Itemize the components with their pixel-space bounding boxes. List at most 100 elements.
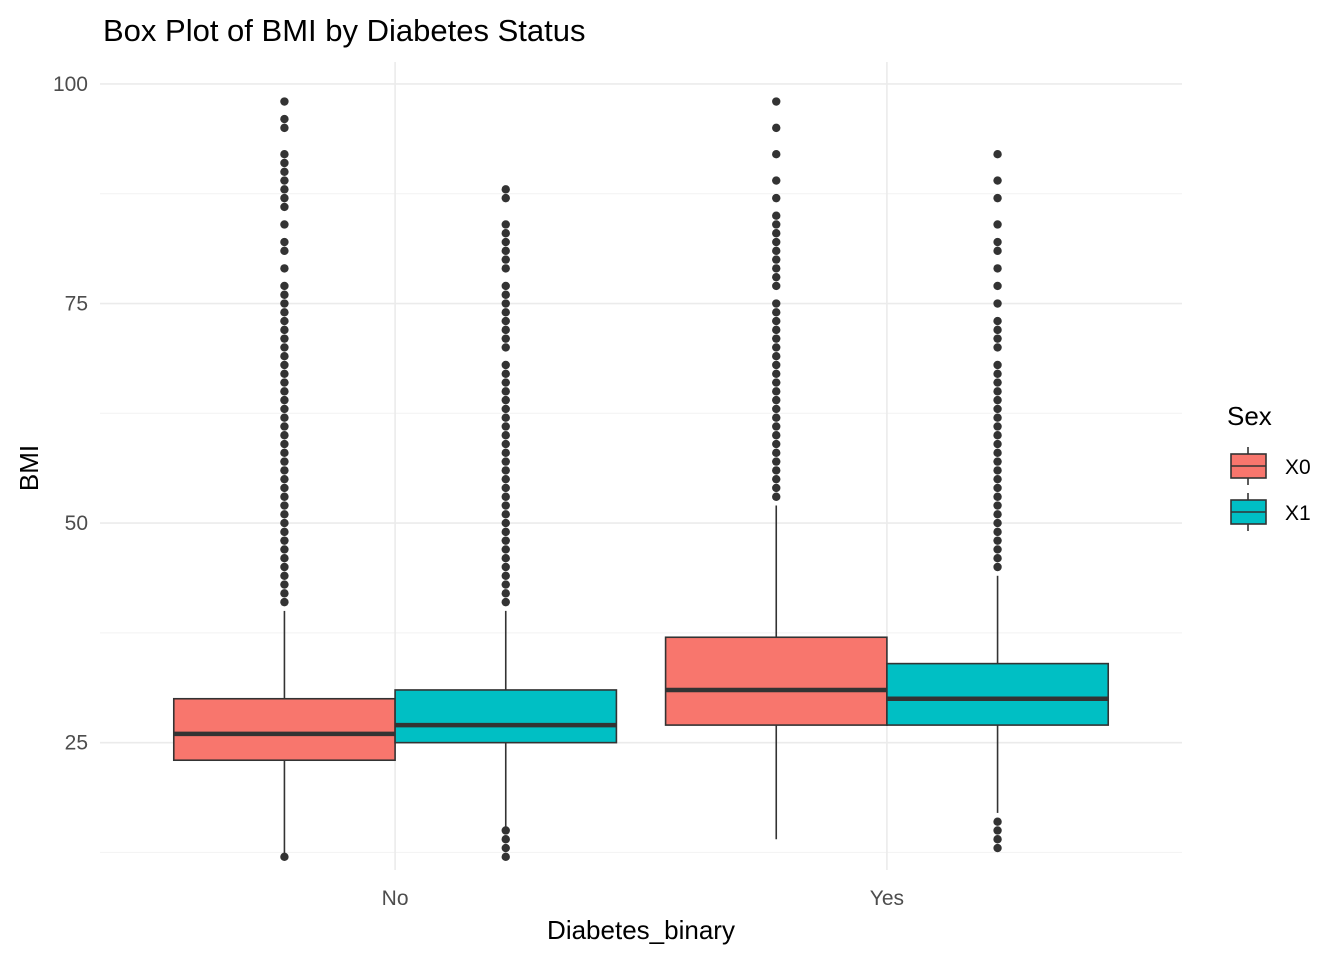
outlier-point: [280, 527, 289, 537]
outlier-point: [772, 352, 781, 361]
outlier-point: [280, 387, 289, 396]
outlier-point: [501, 404, 510, 414]
outlier-point: [772, 97, 781, 106]
outlier-point: [993, 193, 1002, 203]
outlier-point: [280, 299, 289, 308]
outlier-point: [501, 316, 510, 326]
outlier-point: [280, 114, 289, 124]
outlier-point: [280, 352, 289, 361]
outlier-point: [772, 343, 781, 352]
outlier-point: [993, 457, 1002, 466]
outlier-point: [772, 474, 781, 484]
legend-label: X0: [1285, 456, 1311, 479]
outlier-point: [772, 246, 781, 256]
outlier-point: [993, 369, 1002, 378]
outlier-point: [501, 501, 510, 510]
outlier-point: [993, 562, 1002, 572]
outlier-point: [501, 360, 510, 370]
outlier-point: [993, 237, 1002, 247]
outlier-point: [772, 431, 781, 440]
outlier-point: [280, 150, 289, 159]
outlier-point: [772, 281, 781, 291]
outlier-point: [280, 264, 289, 273]
outlier-point: [993, 518, 1002, 528]
outlier-point: [993, 378, 1002, 387]
outlier-point: [501, 193, 510, 203]
outlier-point: [501, 826, 510, 835]
outlier-point: [772, 272, 781, 282]
outlier-point: [772, 229, 781, 238]
outlier-point: [501, 343, 510, 352]
outlier-point: [501, 536, 510, 545]
outlier-point: [993, 501, 1002, 510]
legend-item-X1: X1: [1230, 493, 1311, 531]
outlier-point: [280, 474, 289, 484]
outlier-point: [501, 246, 510, 256]
outlier-point: [993, 536, 1002, 545]
outlier-point: [501, 431, 510, 440]
outlier-point: [280, 501, 289, 510]
outlier-point: [501, 334, 510, 343]
outlier-point: [993, 220, 1002, 229]
outlier-point: [280, 176, 289, 185]
outlier-point: [280, 545, 289, 554]
outlier-point: [993, 483, 1002, 493]
chart-title: Box Plot of BMI by Diabetes Status: [103, 13, 585, 48]
outlier-point: [501, 325, 510, 335]
box-iqr: [172, 697, 396, 762]
outlier-point: [501, 518, 510, 528]
outlier-point: [993, 150, 1002, 159]
outlier-point: [280, 554, 289, 563]
outlier-point: [501, 597, 510, 607]
outlier-point: [501, 237, 510, 247]
outlier-point: [501, 395, 510, 405]
outlier-point: [772, 492, 781, 501]
outlier-point: [280, 97, 289, 106]
outlier-point: [280, 422, 289, 431]
box-X0-Yes: [664, 97, 888, 840]
outlier-point: [772, 264, 781, 273]
outlier-point: [280, 378, 289, 387]
y-tick-label: 100: [53, 73, 88, 96]
box-X1-Yes: [886, 150, 1110, 853]
outlier-point: [993, 527, 1002, 537]
outlier-point: [280, 193, 289, 203]
data-layer: [172, 97, 1110, 862]
outlier-point: [772, 457, 781, 466]
outlier-point: [501, 545, 510, 554]
outlier-point: [501, 281, 510, 291]
outlier-point: [280, 308, 289, 317]
outlier-point: [772, 325, 781, 335]
outlier-point: [772, 211, 781, 220]
outlier-point: [993, 474, 1002, 484]
outlier-point: [280, 334, 289, 343]
outlier-point: [993, 395, 1002, 405]
outlier-point: [501, 299, 510, 308]
outlier-point: [280, 413, 289, 422]
outlier-point: [501, 229, 510, 238]
outlier-point: [280, 395, 289, 405]
outlier-point: [993, 176, 1002, 185]
outlier-point: [501, 466, 510, 475]
outlier-point: [501, 264, 510, 273]
outlier-point: [772, 299, 781, 308]
outlier-point: [280, 852, 289, 862]
outlier-point: [772, 220, 781, 229]
outlier-point: [993, 466, 1002, 475]
outlier-point: [280, 483, 289, 493]
outlier-point: [501, 852, 510, 862]
outlier-point: [501, 439, 510, 449]
outlier-point: [993, 545, 1002, 554]
outlier-point: [280, 562, 289, 572]
outlier-point: [501, 492, 510, 501]
outlier-point: [501, 387, 510, 396]
box-X0-No: [172, 97, 396, 862]
outlier-point: [501, 527, 510, 537]
outlier-point: [772, 150, 781, 159]
axis-layer: 25 50 75 100 No Yes: [53, 73, 904, 910]
legend: Sex X0 X1: [1227, 401, 1311, 531]
outlier-point: [772, 413, 781, 422]
outlier-point: [993, 448, 1002, 458]
outlier-point: [280, 466, 289, 475]
